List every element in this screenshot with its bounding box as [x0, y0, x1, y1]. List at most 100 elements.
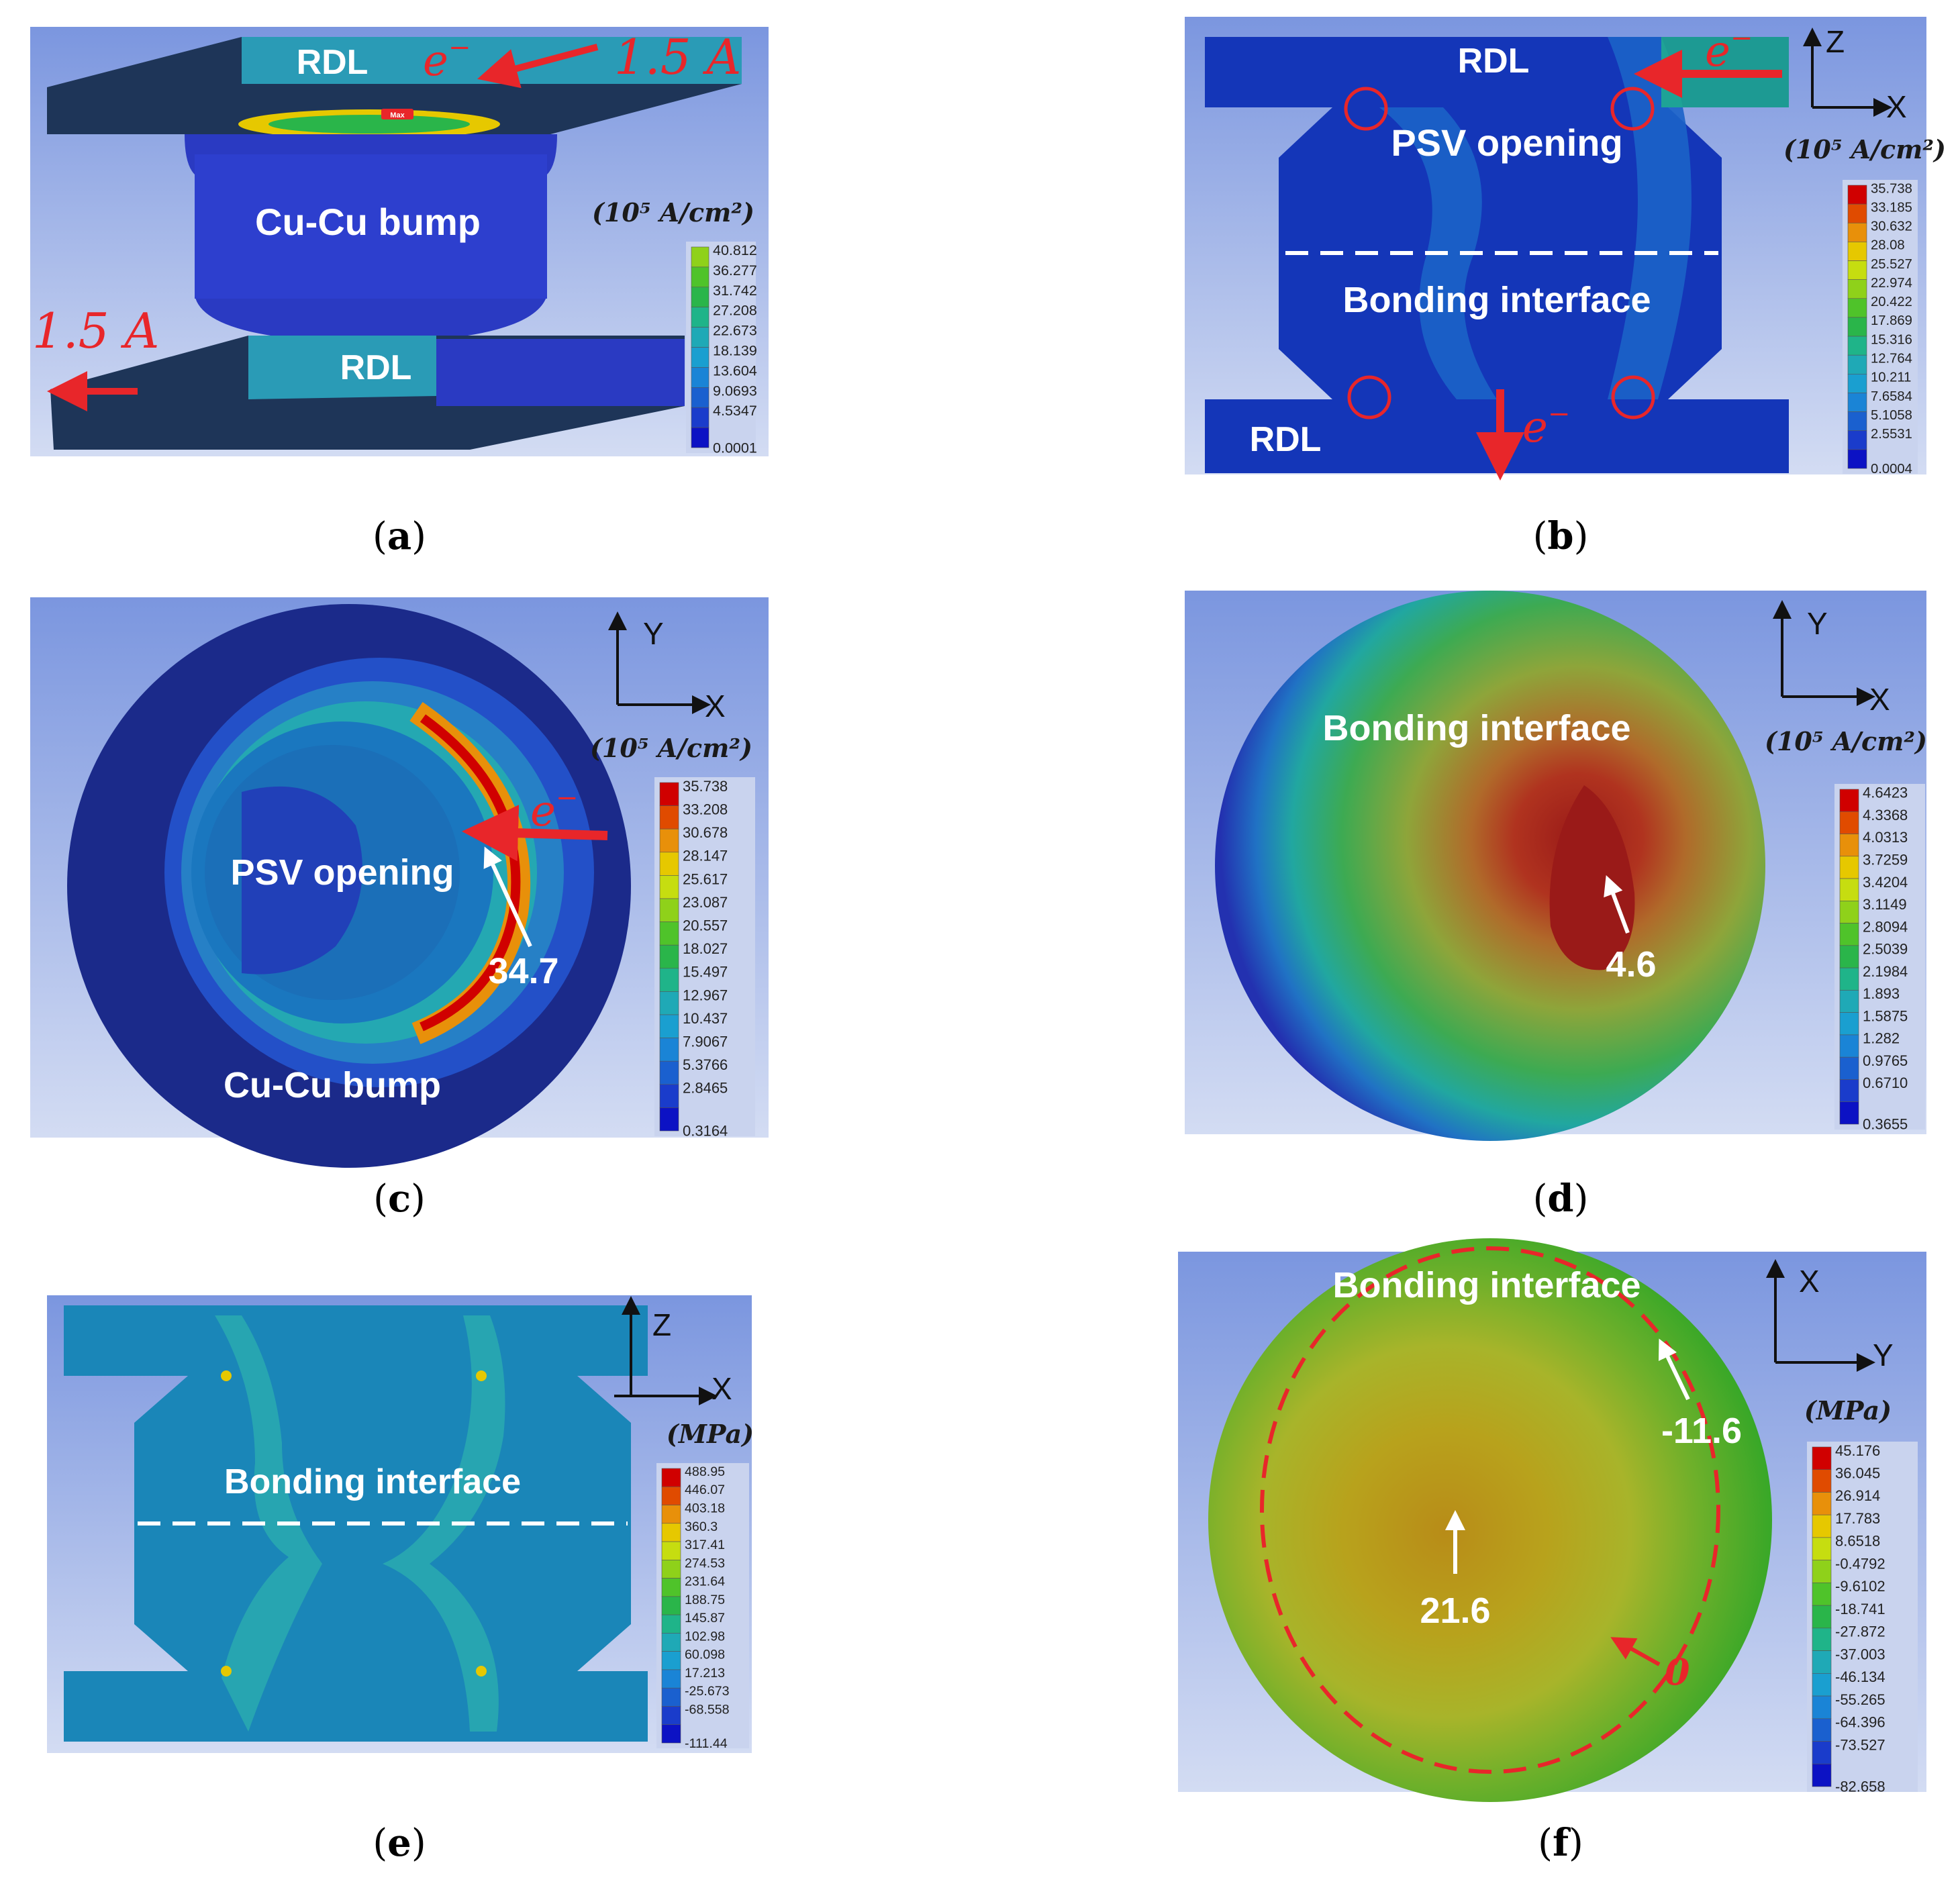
colorbar-swatch	[691, 327, 709, 348]
panel-a: Max RDL Cu-Cu bump RDL e− 1.5 A 1.5 A (1…	[30, 27, 769, 558]
panel-d-unit: (10⁵ A/cm²)	[1765, 726, 1927, 756]
colorbar-swatch	[1847, 298, 1867, 318]
colorbar-tick-label: 360.3	[685, 1519, 718, 1534]
colorbar-swatch	[659, 991, 679, 1015]
colorbar-tick-label: 0.3164	[683, 1123, 728, 1140]
colorbar-swatch	[661, 1523, 681, 1542]
panel-c-bump-label: Cu-Cu bump	[224, 1065, 441, 1105]
panel-f-bonding-label: Bonding interface	[1332, 1265, 1640, 1305]
colorbar-swatch	[1812, 1718, 1832, 1742]
colorbar-tick-label: -64.396	[1835, 1714, 1885, 1731]
colorbar-tick-label: 3.1149	[1863, 896, 1907, 913]
panel-e-axis-h-label: X	[712, 1371, 732, 1406]
panel-c-electron: e−	[530, 783, 578, 836]
panel-a-electron-e: e	[423, 36, 448, 86]
colorbar-swatch	[691, 407, 709, 428]
panel-f-zero-arrow	[1610, 1637, 1661, 1666]
colorbar-tick-label: 25.527	[1871, 257, 1912, 272]
colorbar-tick-label: 2.1984	[1863, 963, 1908, 980]
colorbar-swatch	[1812, 1537, 1832, 1560]
colorbar-tick-label: 5.3766	[683, 1056, 728, 1073]
colorbar-tick-label: 30.632	[1871, 219, 1912, 234]
panel-f-value-edge: -11.6	[1661, 1411, 1742, 1451]
colorbar-tick-label: -27.872	[1835, 1623, 1885, 1640]
colorbar-swatch	[1847, 411, 1867, 432]
panel-c-value: 34.7	[488, 951, 558, 991]
panel-c-electron-sup: −	[556, 783, 579, 813]
colorbar-swatch	[661, 1596, 681, 1615]
colorbar-tick-label: 3.7259	[1863, 851, 1908, 868]
colorbar-swatch	[1847, 449, 1867, 469]
colorbar-tick-label: 4.5347	[713, 403, 757, 419]
panel-b-electron-top-e: e	[1705, 27, 1730, 77]
colorbar-tick-label: -0.4792	[1835, 1555, 1885, 1572]
panel-f: Bonding interface 21.6 -11.6 0 X Y (MPa)…	[1178, 1238, 1926, 1865]
colorbar-tick-label: 102.98	[685, 1629, 725, 1644]
colorbar-swatch	[1839, 1034, 1859, 1058]
colorbar-tick-label: 4.3368	[1863, 807, 1908, 823]
colorbar-swatch	[1839, 923, 1859, 946]
panel-f-unit: (MPa)	[1804, 1395, 1892, 1426]
colorbar-tick-label: 0.6710	[1863, 1074, 1908, 1091]
panel-e-colorbar: 488.95 446.07 403.18 360.3 317.41 274.53 231.6…	[656, 1463, 749, 1751]
panel-a-max-tag	[381, 109, 413, 119]
panel-a-bump-cap-inner	[268, 115, 470, 134]
colorbar-swatch	[659, 875, 679, 899]
panel-d-axis-h-label: X	[1869, 682, 1890, 717]
colorbar-swatch	[1847, 317, 1867, 337]
panel-b-hotspot-circle-tr	[1610, 87, 1655, 131]
colorbar-swatch	[659, 1038, 679, 1062]
colorbar-tick-label: 188.75	[685, 1593, 725, 1607]
colorbar-tick-label: 0.0004	[1871, 462, 1912, 477]
colorbar-tick-label: 2.8094	[1863, 918, 1908, 935]
colorbar-swatch	[1847, 430, 1867, 450]
panel-d-axis-v-label: Y	[1807, 606, 1828, 641]
panel-f-axis-h-label: Y	[1873, 1338, 1894, 1372]
panel-a-bump-face	[195, 154, 547, 299]
panel-c-psv-label: PSV opening	[230, 852, 454, 893]
panel-e-axis-v-label: Z	[652, 1307, 671, 1342]
colorbar-tick-label: 36.045	[1835, 1464, 1880, 1481]
panel-f-caption-letter: f	[1553, 1821, 1571, 1865]
colorbar-tick-label: 33.208	[683, 801, 728, 817]
colorbar-swatch	[1839, 1079, 1859, 1103]
colorbar-swatch	[659, 898, 679, 922]
colorbar-tick-label: 27.208	[713, 303, 757, 319]
panel-a-max-label: Max	[390, 111, 405, 119]
panel-e-stress-path-right	[383, 1315, 505, 1732]
colorbar-tick-label: 1.5875	[1863, 1007, 1908, 1024]
colorbar-swatch	[1812, 1469, 1832, 1493]
panel-a-unit: (10⁵ A/cm²)	[592, 197, 754, 228]
colorbar-swatch	[1847, 260, 1867, 280]
colorbar-swatch	[659, 1060, 679, 1085]
panel-a-current-arrow-top	[477, 44, 599, 89]
colorbar-swatch	[1839, 1012, 1859, 1036]
panel-c-electron-e: e	[530, 787, 556, 836]
colorbar-swatch	[661, 1687, 681, 1707]
colorbar-swatch	[661, 1614, 681, 1634]
colorbar-tick-label: 0.3655	[1863, 1116, 1908, 1133]
panel-f-value-center: 21.6	[1420, 1591, 1490, 1631]
panel-e: Bonding interface Z X (MPa) 488.95 446.07…	[47, 1295, 754, 1865]
panel-e-hotspot-bl	[221, 1666, 232, 1677]
colorbar-tick-label: 2.5039	[1863, 941, 1908, 958]
panel-b-electron-bottom-sup: −	[1548, 399, 1571, 430]
panel-a-rdl-bottom-right	[436, 339, 685, 406]
colorbar-swatch	[1847, 354, 1867, 374]
panel-b-caption-letter: b	[1547, 514, 1573, 558]
colorbar-swatch	[691, 307, 709, 328]
panel-e-bonding-label: Bonding interface	[224, 1462, 521, 1501]
colorbar-swatch	[1839, 1101, 1859, 1125]
colorbar-swatch	[691, 266, 709, 288]
colorbar-swatch	[1847, 393, 1867, 412]
colorbar-tick-label: 12.764	[1871, 352, 1912, 366]
colorbar-tick-label: 18.139	[713, 343, 757, 359]
colorbar-swatch	[1847, 203, 1867, 223]
colorbar-tick-label: 1.893	[1863, 985, 1900, 1002]
colorbar-swatch	[691, 246, 709, 268]
colorbar-swatch	[1812, 1695, 1832, 1719]
colorbar-tick-label: 15.316	[1871, 332, 1912, 347]
colorbar-swatch	[659, 1084, 679, 1108]
colorbar-tick-label: 22.673	[713, 323, 757, 339]
